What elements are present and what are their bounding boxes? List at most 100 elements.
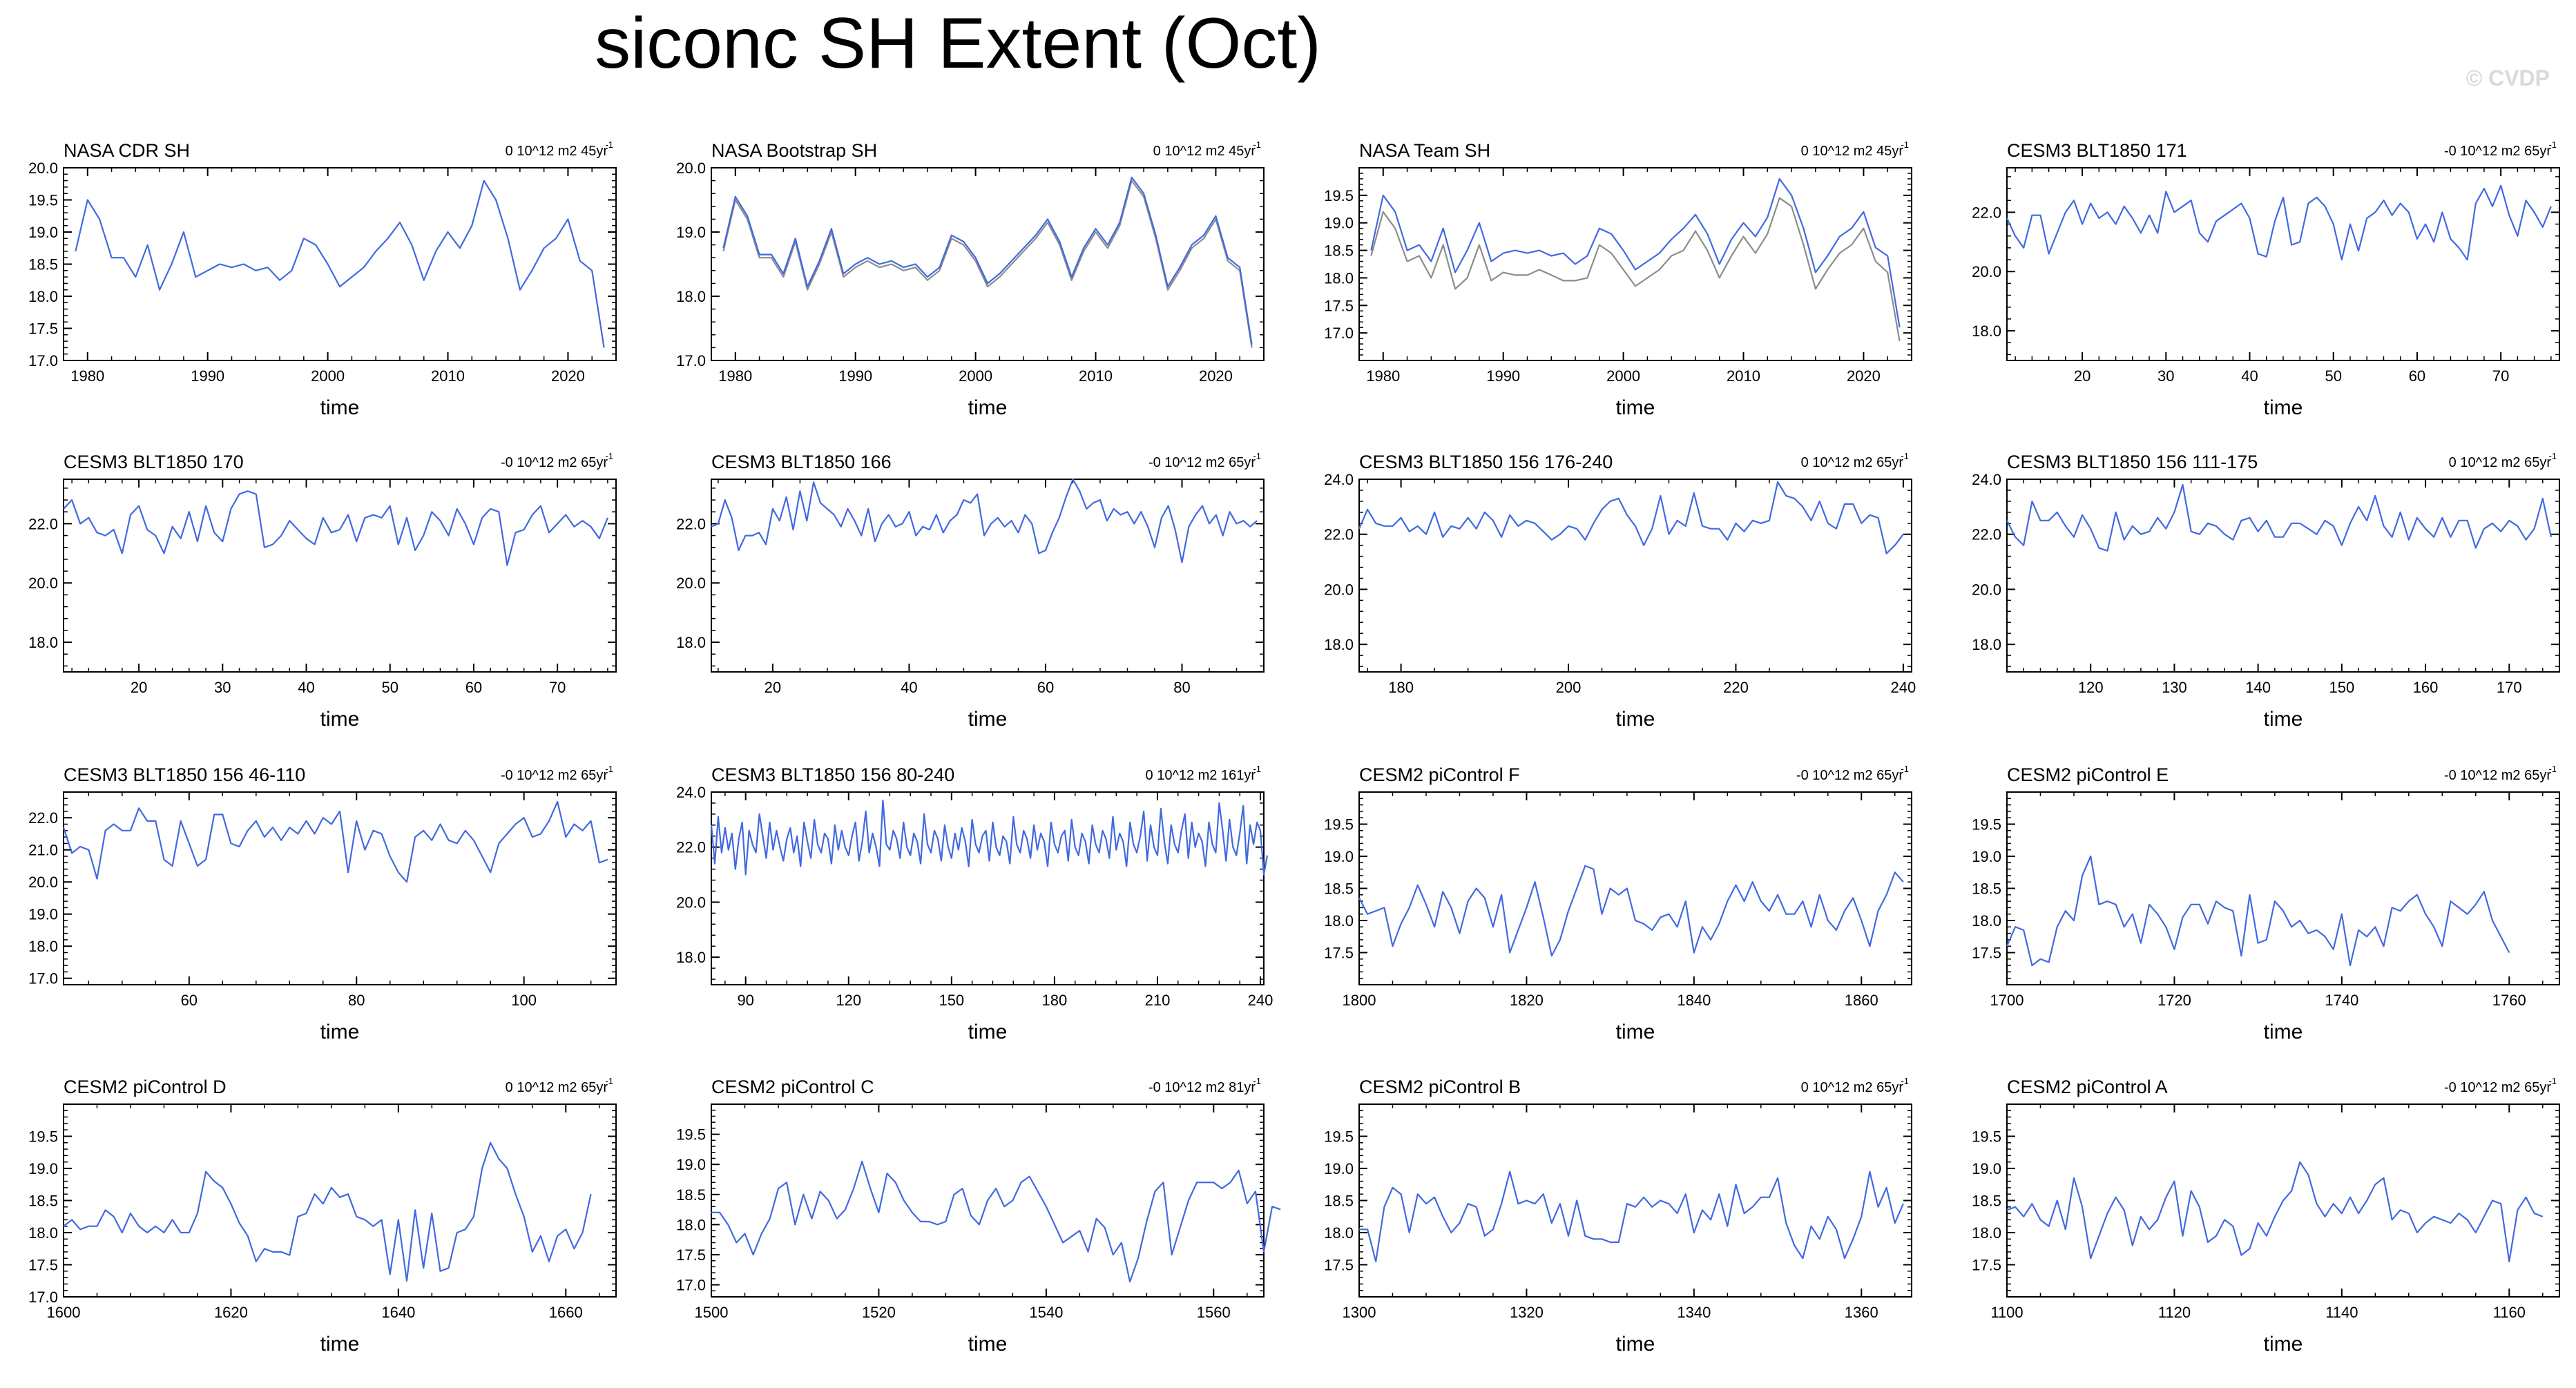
y-tick-label: 20.0 bbox=[1972, 581, 2001, 598]
x-tick-label: 1860 bbox=[1845, 992, 1878, 1009]
y-tick-label: 18.0 bbox=[1324, 912, 1354, 929]
reference-series-line bbox=[1370, 197, 1901, 342]
series-line bbox=[722, 176, 1253, 345]
x-tick-label: 2000 bbox=[311, 367, 345, 385]
y-tick-label: 19.0 bbox=[28, 224, 58, 241]
y-tick-label: 18.0 bbox=[676, 288, 706, 305]
y-tick-label: 20.0 bbox=[1324, 581, 1354, 598]
y-tick-label: 19.5 bbox=[1324, 1128, 1354, 1146]
y-tick-label: 17.0 bbox=[28, 1289, 58, 1306]
x-axis-label: time bbox=[2264, 396, 2303, 419]
panel-title: NASA Bootstrap SH bbox=[711, 140, 877, 161]
x-tick-label: 1160 bbox=[2493, 1304, 2526, 1321]
x-tick-label: 60 bbox=[2409, 367, 2425, 385]
y-tick-label: 22.0 bbox=[1324, 526, 1354, 543]
x-axis-label: time bbox=[320, 708, 360, 731]
series-line bbox=[711, 1160, 1281, 1283]
chart-panel: CESM3 BLT1850 156 176-240 0 10^12 m2 65yr… bbox=[1324, 451, 1916, 731]
x-tick-label: 2010 bbox=[1079, 367, 1113, 385]
x-tick-label: 1320 bbox=[1510, 1304, 1544, 1321]
y-tick-label: 19.0 bbox=[676, 1156, 706, 1173]
trend-exponent: -1 bbox=[605, 451, 613, 461]
x-tick-label: 2020 bbox=[1199, 367, 1233, 385]
y-tick-label: 19.5 bbox=[676, 1126, 706, 1144]
x-tick-label: 1300 bbox=[1343, 1304, 1376, 1321]
y-tick-label: 19.0 bbox=[676, 224, 706, 241]
y-tick-label: 17.0 bbox=[28, 970, 58, 987]
x-tick-label: 40 bbox=[901, 679, 917, 696]
x-tick-label: 130 bbox=[2162, 679, 2187, 696]
y-tick-label: 21.0 bbox=[28, 842, 58, 859]
x-tick-label: 170 bbox=[2497, 679, 2522, 696]
y-tick-label: 18.0 bbox=[1972, 1224, 2001, 1242]
chart-panel: CESM2 piControl E -0 10^12 m2 65yr-1 1700 1… bbox=[1972, 764, 2560, 1043]
y-tick-label: 18.0 bbox=[1324, 269, 1354, 287]
chart-panel: CESM3 BLT1850 166 -0 10^12 m2 65yr-1 20 40 6… bbox=[676, 451, 1265, 731]
y-tick-label: 17.5 bbox=[1972, 1257, 2001, 1274]
x-tick-label: 40 bbox=[2241, 367, 2258, 385]
x-tick-label: 140 bbox=[2245, 679, 2271, 696]
x-tick-label: 2020 bbox=[1847, 367, 1881, 385]
x-tick-label: 1720 bbox=[2157, 992, 2191, 1009]
x-tick-label: 180 bbox=[1388, 679, 1414, 696]
panel-title: CESM2 piControl E bbox=[2007, 764, 2169, 785]
trend-exponent: -1 bbox=[1901, 139, 1909, 150]
trend-exponent: -1 bbox=[1253, 764, 1261, 774]
panel-title: CESM3 BLT1850 156 176-240 bbox=[1359, 452, 1613, 472]
y-tick-label: 19.5 bbox=[1324, 816, 1354, 833]
y-tick-label: 19.5 bbox=[28, 1128, 58, 1146]
y-tick-label: 17.5 bbox=[1324, 1257, 1354, 1274]
series-line bbox=[63, 1141, 592, 1282]
x-tick-label: 2010 bbox=[431, 367, 465, 385]
trend-label: -0 10^12 m2 65yr bbox=[1148, 455, 1256, 470]
chart-panel: CESM2 piControl D 0 10^12 m2 65yr-1 1600 16… bbox=[28, 1076, 617, 1356]
y-tick-label: 19.5 bbox=[1324, 187, 1354, 204]
chart-panel: CESM3 BLT1850 171 -0 10^12 m2 65yr-1 20 30 4… bbox=[1972, 139, 2560, 419]
series-line bbox=[2006, 855, 2510, 967]
y-tick-label: 20.0 bbox=[28, 160, 58, 177]
chart-panel: NASA Bootstrap SH 0 10^12 m2 45yr-1 1980 19… bbox=[676, 139, 1265, 419]
x-tick-label: 70 bbox=[2492, 367, 2509, 385]
trend-label: 0 10^12 m2 65yr bbox=[1801, 1080, 1904, 1095]
x-axis-label: time bbox=[320, 396, 360, 419]
x-tick-label: 80 bbox=[1173, 679, 1190, 696]
x-tick-label: 20 bbox=[131, 679, 147, 696]
x-axis-label: time bbox=[320, 1021, 360, 1043]
x-tick-label: 50 bbox=[2325, 367, 2341, 385]
y-tick-label: 19.0 bbox=[1324, 1160, 1354, 1177]
y-tick-label: 18.0 bbox=[676, 1216, 706, 1233]
trend-label: -0 10^12 m2 65yr bbox=[2444, 144, 2551, 159]
series-line bbox=[711, 478, 1258, 563]
reference-series-line bbox=[722, 180, 1253, 348]
x-tick-label: 200 bbox=[1556, 679, 1582, 696]
y-tick-label: 17.0 bbox=[676, 352, 706, 369]
x-tick-label: 120 bbox=[836, 992, 861, 1009]
trend-exponent: -1 bbox=[2548, 451, 2557, 461]
y-tick-label: 18.5 bbox=[28, 1193, 58, 1210]
plot-frame bbox=[711, 167, 1265, 361]
y-tick-label: 22.0 bbox=[676, 515, 706, 532]
plot-frame bbox=[2006, 791, 2560, 985]
trend-exponent: -1 bbox=[1253, 139, 1261, 150]
series-line bbox=[1358, 481, 1904, 555]
chart-panel: NASA Team SH 0 10^12 m2 45yr-1 1980 1990 200… bbox=[1324, 139, 1912, 419]
x-axis-label: time bbox=[1616, 1021, 1655, 1043]
y-tick-label: 18.0 bbox=[1324, 1224, 1354, 1242]
trend-label: 0 10^12 m2 161yr bbox=[1146, 768, 1256, 783]
y-tick-label: 18.0 bbox=[1324, 636, 1354, 653]
y-tick-label: 17.5 bbox=[676, 1246, 706, 1264]
panel-title: CESM2 piControl D bbox=[64, 1077, 227, 1097]
x-tick-label: 180 bbox=[1042, 992, 1068, 1009]
x-tick-label: 20 bbox=[2074, 367, 2090, 385]
plot-frame bbox=[1358, 1103, 1912, 1298]
panel-title: CESM2 piControl F bbox=[1359, 764, 1520, 785]
y-tick-label: 18.5 bbox=[1324, 242, 1354, 260]
x-tick-label: 1120 bbox=[2158, 1304, 2191, 1321]
panel-title: CESM3 BLT1850 171 bbox=[2007, 140, 2187, 161]
x-tick-label: 240 bbox=[1248, 992, 1273, 1009]
chart-panel: NASA CDR SH 0 10^12 m2 45yr-1 1980 1990 2000… bbox=[28, 139, 617, 419]
x-tick-label: 2010 bbox=[1727, 367, 1760, 385]
y-tick-label: 18.0 bbox=[1972, 912, 2001, 929]
